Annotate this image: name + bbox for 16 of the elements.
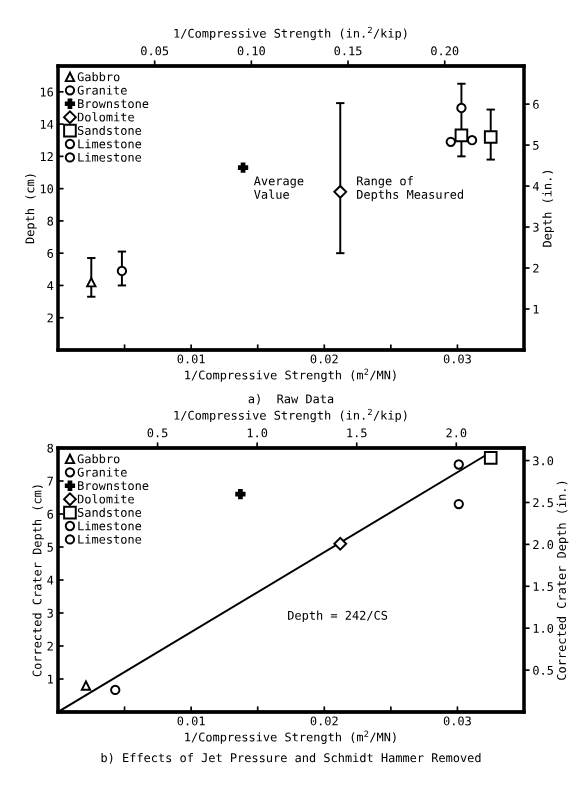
- point: [235, 489, 246, 500]
- point: [237, 162, 249, 173]
- point: [483, 451, 498, 465]
- point: [456, 102, 467, 114]
- point: [333, 185, 348, 199]
- point: [80, 680, 92, 691]
- point: [333, 536, 348, 551]
- point: [86, 277, 97, 288]
- point: [445, 136, 456, 147]
- point: [453, 459, 464, 470]
- point: [110, 684, 121, 696]
- point: [453, 498, 464, 510]
- point: [483, 130, 498, 144]
- point: [116, 265, 128, 277]
- point: [454, 128, 469, 143]
- point: [466, 135, 478, 146]
